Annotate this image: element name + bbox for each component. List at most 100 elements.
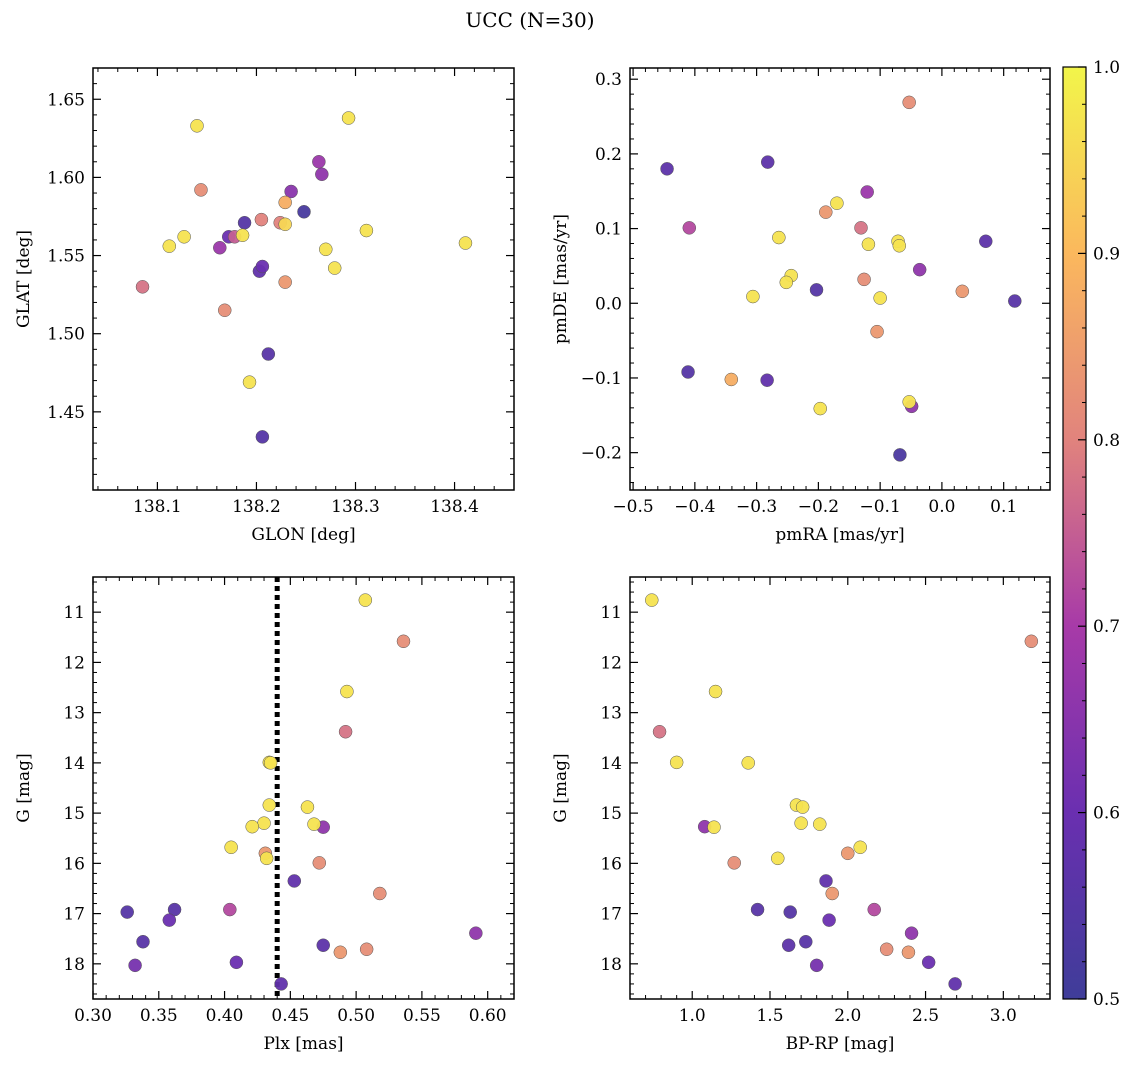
x-tick-label: 138.2 [232,497,281,517]
data-point [948,977,962,991]
x-tick-label: 0.50 [337,1006,375,1026]
data-point [237,215,252,230]
x-tick-label: 2.0 [834,1006,861,1026]
x-tick-label: 0.60 [469,1006,507,1026]
data-point [746,289,760,304]
x-tick-label: 2.5 [912,1006,939,1026]
data-point [373,886,387,901]
data-point [300,800,315,814]
data-point [681,365,695,379]
y-tick-label: 17 [63,905,85,925]
data-point [809,958,824,973]
data-point [772,230,786,245]
data-point [879,942,894,957]
colorbar: 0.5 0.6 0.7 0.8 0.9 1.0 [1062,58,1120,1010]
data-point [162,239,177,253]
data-point [177,230,191,244]
data-point [315,167,329,182]
data-point [771,851,785,866]
x-tick-label: 138.4 [430,497,479,517]
data-point [708,684,723,699]
data-point [319,242,333,257]
data-point [783,905,797,919]
data-point [1024,634,1039,649]
x-axis-label: BP-RP [mag] [786,1034,895,1054]
y-tick-label: 12 [63,653,85,673]
y-tick-label: 18 [63,955,85,975]
y-tick-label: 11 [600,603,622,623]
data-point [341,111,356,125]
data-point [333,945,348,960]
data-point [873,291,887,305]
y-tick-label: 16 [600,854,622,874]
y-tick-label: 15 [600,804,622,824]
data-point [727,856,741,870]
y-tick-label: 15 [63,804,85,824]
data-point [316,938,330,952]
y-tick-label: 13 [600,704,622,724]
data-point [359,942,374,957]
data-point [284,184,298,199]
data-point [794,816,808,830]
data-point [135,280,150,294]
data-point [893,448,907,462]
data-point [921,955,936,970]
x-tick-label: −0.1 [860,497,901,517]
y-tick-label: 0.2 [595,145,622,165]
colorbar-tick-label: 0.7 [1093,617,1120,637]
data-point [297,205,311,219]
data-point [830,196,844,210]
data-point [136,934,150,949]
y-tick-label: 0.3 [595,70,622,90]
data-point [809,283,824,297]
data-point [904,926,919,940]
data-point [660,162,674,176]
x-tick-label: 138.1 [133,497,182,517]
y-tick-label: 1.65 [47,90,85,110]
data-point [257,816,271,830]
y-tick-label: 1.45 [47,403,85,423]
x-tick-label: 0.40 [206,1006,244,1026]
data-point [235,228,250,242]
y-tick-label: 11 [63,603,85,623]
data-point [278,217,292,232]
data-point [979,234,993,249]
data-point [213,240,227,255]
data-point [750,902,765,917]
data-point [760,373,774,387]
x-axis-label: GLON [deg] [251,525,355,545]
data-point [190,119,204,133]
data-point [955,284,970,299]
x-tick-label: 3.0 [990,1006,1017,1026]
data-point [278,195,292,210]
data-point [707,820,721,834]
data-point [841,846,855,861]
data-point [261,347,276,361]
data-point [902,395,916,409]
data-point [860,185,874,199]
data-point [795,800,810,814]
axes-frame [629,576,1051,1000]
data-point [813,817,827,831]
data-point [340,684,354,699]
data-point [327,261,342,275]
data-point [853,840,867,855]
y-tick-label: 0.1 [595,220,622,240]
data-point [359,223,374,238]
data-point [217,303,232,318]
x-tick-label: 0.1 [990,497,1017,517]
y-tick-label: 16 [63,854,85,874]
y-tick-label: 1.50 [47,325,85,345]
data-point [682,221,697,235]
data-point [120,905,134,919]
data-point [901,945,916,960]
data-point [338,724,353,739]
y-tick-label: −0.2 [581,444,622,464]
data-point [819,205,833,219]
x-tick-label: −0.2 [798,497,839,517]
data-point [194,183,208,197]
data-point [262,798,277,812]
data-point [358,593,373,607]
x-tick-label: 1.0 [679,1006,706,1026]
